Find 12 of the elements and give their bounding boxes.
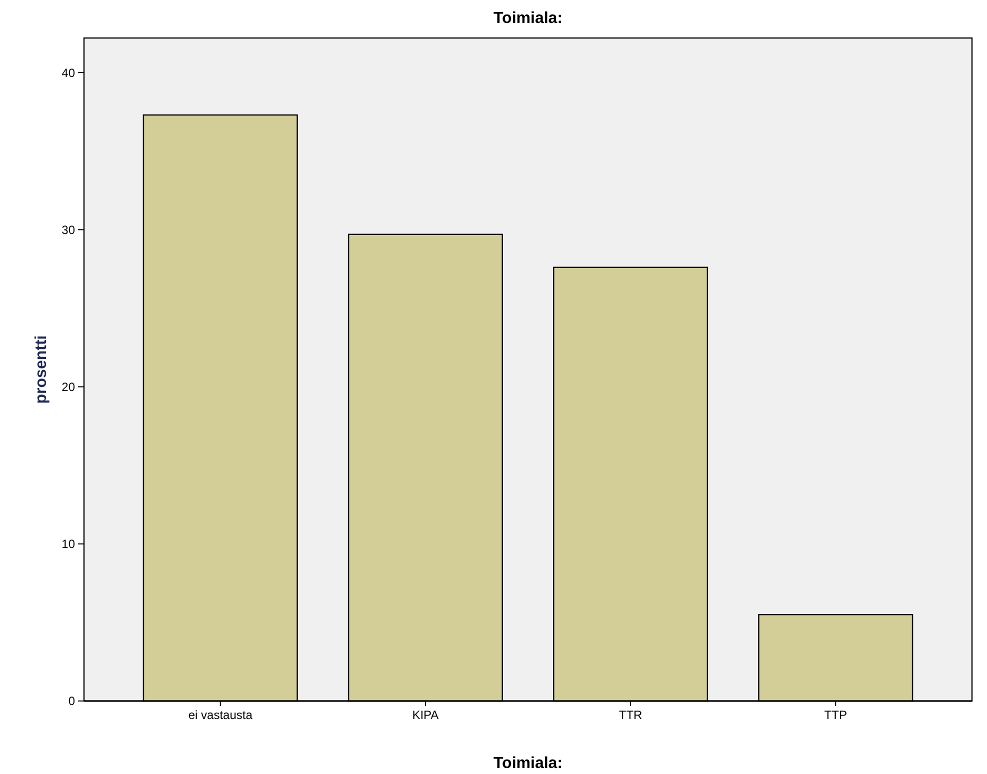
y-tick-label: 10	[62, 537, 76, 552]
y-tick-label: 0	[68, 694, 76, 708]
y-axis-title: prosentti	[33, 335, 50, 404]
x-tick-label: TTP	[824, 708, 847, 722]
x-tick-label: ei vastausta	[188, 708, 253, 722]
y-tick-label: 30	[62, 222, 76, 237]
x-axis-title: Toimiala:	[493, 755, 563, 772]
x-tick-label: TTR	[618, 708, 643, 722]
chart-title: Toimiala:	[493, 10, 563, 27]
x-tick-label: KIPA	[412, 708, 439, 722]
y-tick-label: 20	[62, 380, 76, 394]
y-tick-label: 40	[62, 66, 76, 80]
